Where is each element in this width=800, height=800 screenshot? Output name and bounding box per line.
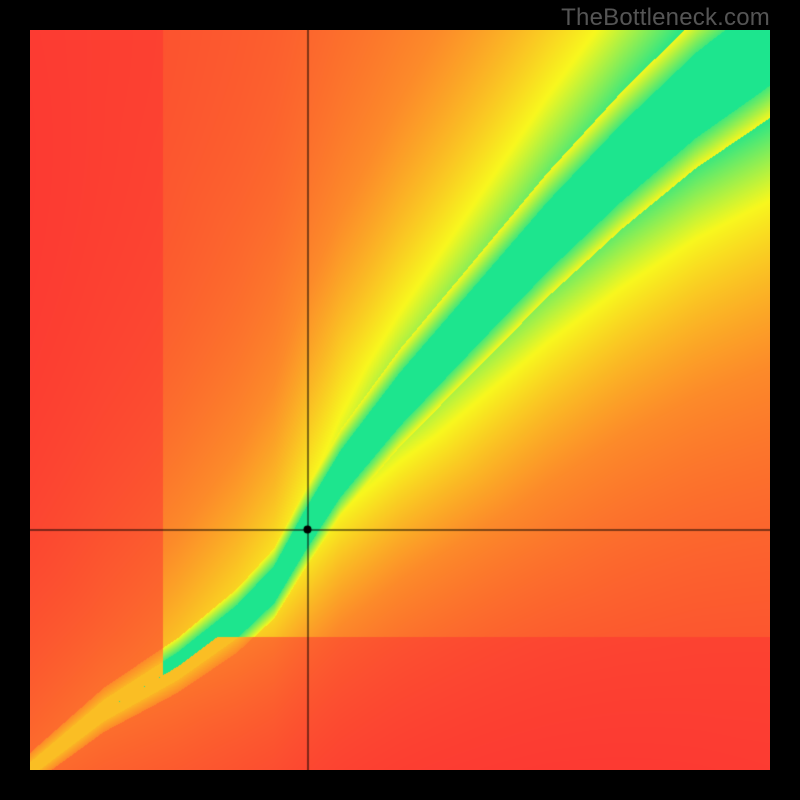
watermark-text: TheBottleneck.com <box>561 4 770 32</box>
bottleneck-heatmap <box>30 30 770 770</box>
chart-frame: { "watermark": { "text": "TheBottleneck.… <box>0 0 800 800</box>
